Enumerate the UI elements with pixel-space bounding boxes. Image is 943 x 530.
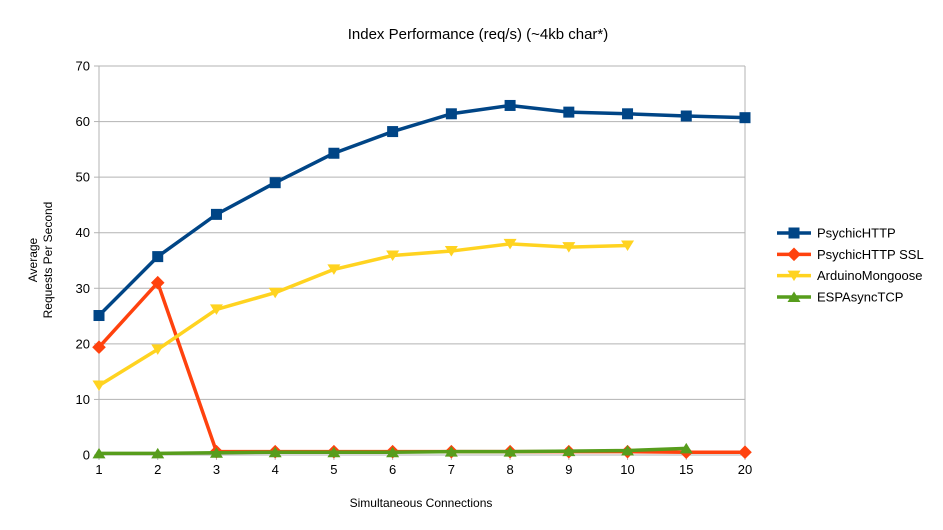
chart-title: Index Performance (req/s) (~4kb char*) (347, 26, 609, 43)
y-tick-label: 70 (76, 59, 90, 74)
y-tick-label: 40 (76, 225, 90, 240)
data-point-espasynctcp (679, 442, 693, 454)
y-tick-label: 10 (76, 392, 90, 407)
legend-marker-espasynctcp (787, 291, 801, 302)
y-tick-label: 20 (76, 336, 90, 351)
data-point-psychichttp (152, 251, 164, 263)
data-point-espasynctcp (151, 447, 165, 459)
x-axis-title: Simultaneous Connections (349, 496, 493, 510)
series-line-psychichttp (97, 103, 746, 317)
y-axis-title-line1: Average (26, 237, 40, 283)
x-tick-label: 9 (565, 462, 572, 477)
data-point-arduinomongoose (562, 242, 576, 253)
y-tick-label: 30 (76, 281, 90, 296)
legend-marker-psychichttp (788, 227, 800, 239)
x-tick-label: 2 (154, 462, 161, 477)
data-point-psychichttp (622, 108, 634, 120)
x-tick-label: 7 (448, 462, 455, 477)
legend-label-psychichttp-ssl: PsychicHTTP SSL (817, 247, 924, 262)
data-point-arduinomongoose (503, 238, 517, 250)
data-point-psychichttp (328, 147, 340, 159)
data-point-arduinomongoose (327, 264, 341, 275)
y-tick-label: 0 (83, 448, 90, 463)
data-point-psychichttp (680, 110, 692, 122)
data-point-arduinomongoose (151, 344, 165, 355)
legend-label-espasynctcp: ESPAsyncTCP (817, 289, 903, 304)
data-point-espasynctcp (621, 445, 635, 456)
data-point-espasynctcp (92, 447, 106, 459)
data-point-psychichttp (93, 310, 105, 322)
data-point-arduinomongoose (92, 380, 106, 392)
data-point-arduinomongoose (386, 250, 400, 261)
data-point-espasynctcp (503, 446, 517, 457)
y-tick-label: 50 (76, 170, 90, 185)
y-axis-title: Average Requests Per Second (26, 202, 56, 319)
data-point-psychichttp-ssl (92, 340, 106, 354)
x-tick-label: 5 (330, 462, 337, 477)
data-point-psychichttp (739, 112, 751, 124)
x-tick-label: 4 (272, 462, 279, 477)
x-tick-label: 6 (389, 462, 396, 477)
y-tick-label: 60 (76, 114, 90, 129)
data-point-psychichttp (387, 126, 399, 138)
x-tick-label: 1 (95, 462, 102, 477)
x-tick-label: 15 (679, 462, 693, 477)
data-point-psychichttp (269, 177, 281, 189)
data-point-arduinomongoose (209, 304, 223, 315)
series-line-arduinomongoose (98, 242, 628, 388)
x-tick-label: 8 (506, 462, 513, 477)
series-line-psychichttp-ssl (97, 280, 745, 454)
data-point-espasynctcp (562, 445, 576, 457)
data-point-arduinomongoose (444, 246, 458, 257)
x-tick-label: 3 (213, 462, 220, 477)
x-tick-label: 20 (738, 462, 752, 477)
data-point-psychichttp (563, 106, 575, 118)
data-point-arduinomongoose (621, 240, 635, 251)
legend-marker-arduinomongoose (787, 270, 801, 282)
data-point-psychichttp-ssl (738, 445, 752, 460)
data-point-arduinomongoose (268, 287, 282, 299)
legend-label-psychichttp: PsychicHTTP (817, 226, 896, 241)
data-point-psychichttp (445, 108, 457, 120)
y-axis-title-line2: Requests Per Second (41, 201, 55, 319)
data-point-psychichttp-ssl (150, 275, 165, 290)
data-point-espasynctcp (386, 446, 400, 458)
data-point-psychichttp (504, 99, 516, 111)
x-tick-label: 10 (620, 462, 634, 477)
legend-label-arduinomongoose: ArduinoMongoose (817, 268, 923, 283)
data-point-espasynctcp (327, 446, 341, 458)
data-point-psychichttp (210, 208, 222, 220)
legend-marker-psychichttp-ssl (787, 247, 801, 262)
data-point-espasynctcp (209, 447, 223, 458)
data-point-espasynctcp (444, 446, 458, 457)
data-point-espasynctcp (268, 446, 282, 458)
